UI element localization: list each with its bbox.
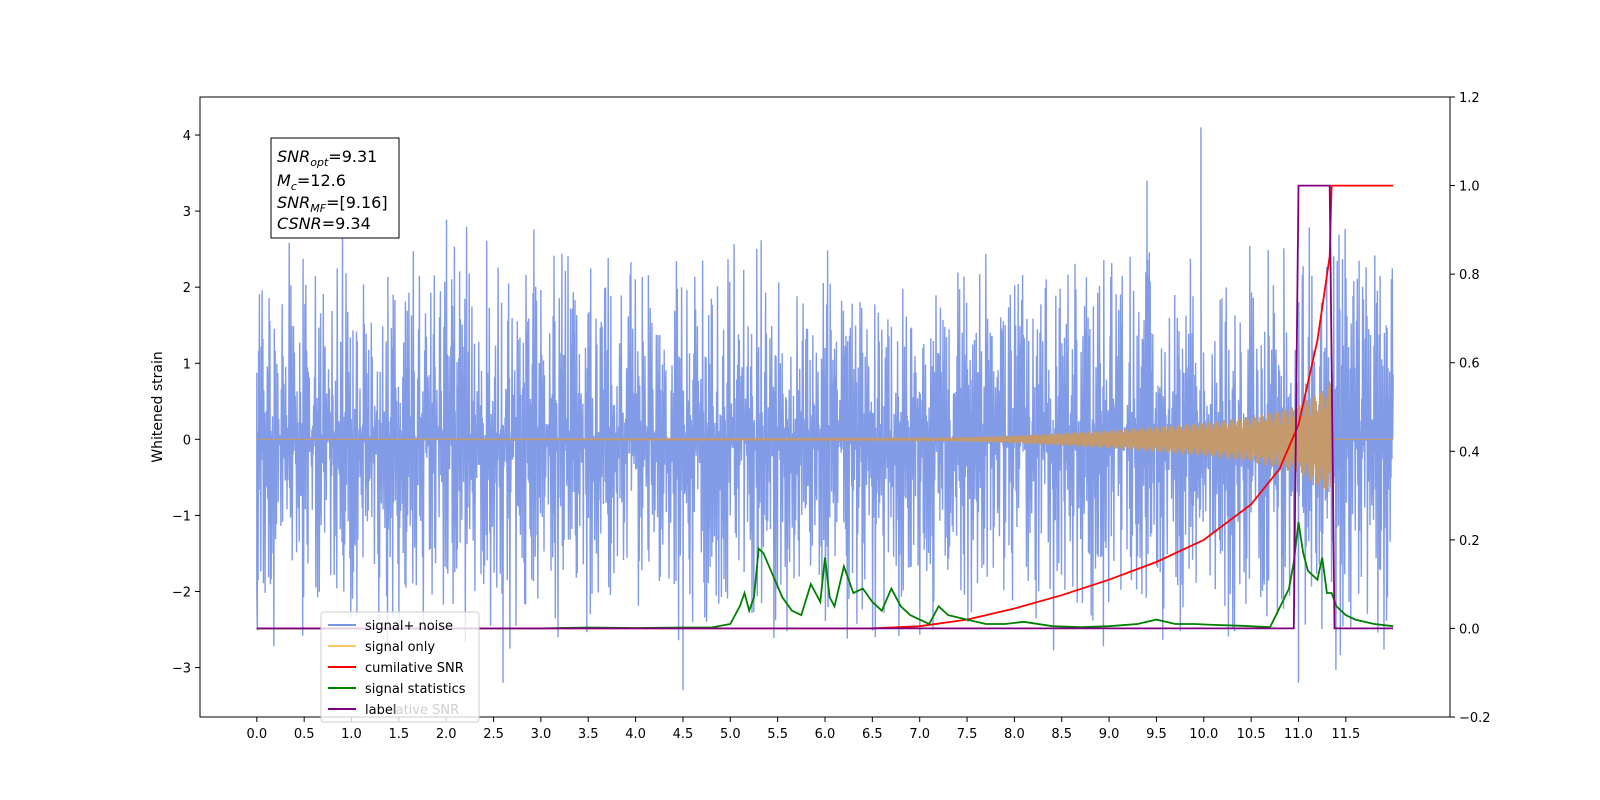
legend-overlap-text: lative SNR	[392, 703, 459, 718]
legend-label: signal statistics	[365, 682, 466, 697]
x-tick-label: 2.0	[436, 727, 457, 742]
legend-label: signal+ noise	[365, 619, 453, 634]
x-tick-label: 11.5	[1331, 727, 1360, 742]
x-axis-ticks: 0.0 0.5 1.0 1.5 2.0 2.5 3.0 3.5 4.0 4.5 5.0 5.5 6.0 6…	[246, 717, 1360, 742]
series-line-label	[256, 184, 1394, 630]
y-tick-label-left: 1	[183, 357, 191, 372]
legend-label: signal only	[365, 640, 435, 655]
legend-frame	[320, 611, 480, 723]
y-tick-label-right: 0.2	[1459, 534, 1480, 549]
y-tick-label-right: 0.4	[1459, 445, 1480, 460]
x-tick-label: 5.0	[720, 727, 741, 742]
y-tick-label-left: 0	[183, 433, 191, 448]
x-tick-label: 3.5	[578, 727, 599, 742]
snr-mf-text: SNRMF=[9.16]	[277, 193, 388, 215]
x-tick-label: 4.5	[673, 727, 694, 742]
x-tick-label: 10.0	[1189, 727, 1218, 742]
y-tick-label-right: 1.0	[1459, 180, 1480, 195]
y-tick-label-left: −1	[172, 509, 191, 524]
y-tick-label-left: 2	[183, 281, 191, 296]
x-tick-label: 0.5	[294, 727, 315, 742]
csnr-text: CSNR=9.34	[277, 214, 371, 233]
x-tick-label: 6.5	[862, 727, 883, 742]
x-tick-label: 0.0	[246, 727, 267, 742]
x-tick-label: 7.0	[909, 727, 930, 742]
x-tick-label: 11.0	[1284, 727, 1313, 742]
x-tick-label: 4.0	[625, 727, 646, 742]
legend: signal+ noise signal only cumilative SNR si…	[320, 611, 480, 723]
series-line-signal-noise	[256, 127, 1394, 691]
y-tick-label-left: −2	[172, 585, 191, 600]
y-tick-label-right: −0.2	[1459, 711, 1491, 726]
x-tick-label: 9.0	[1099, 727, 1120, 742]
x-tick-label: 8.0	[1004, 727, 1025, 742]
y-tick-label-right: 1.2	[1459, 91, 1480, 106]
annotation-box: SNRopt=9.31 Mc=12.6 SNRMF=[9.16] CSNR=9.…	[270, 137, 400, 239]
snr-opt-text: SNRopt=9.31	[277, 147, 377, 169]
x-tick-label: 6.0	[815, 727, 836, 742]
y-tick-label-left: 4	[183, 129, 191, 144]
plot-area	[256, 127, 1394, 691]
legend-label: label	[365, 703, 396, 718]
x-tick-label: 8.5	[1051, 727, 1072, 742]
y-axis-label: Whitened strain	[150, 351, 166, 462]
x-tick-label: 5.5	[767, 727, 788, 742]
series-line-signal-statistics	[256, 521, 1394, 630]
y-tick-label-right: 0.6	[1459, 357, 1480, 372]
y-tick-label-left: 3	[183, 205, 191, 220]
legend-label: cumilative SNR	[365, 661, 464, 676]
left-y-axis-ticks: −3 −2 −1 0 1 2 3 4	[172, 129, 200, 677]
x-tick-label: 9.5	[1146, 727, 1167, 742]
x-tick-label: 7.5	[957, 727, 978, 742]
series-line-signal-only	[256, 382, 1394, 492]
right-y-axis-ticks: −0.2 0.0 0.2 0.4 0.6 0.8 1.0 1.2	[1450, 91, 1491, 726]
x-tick-label: 3.0	[531, 727, 552, 742]
x-tick-label: 2.5	[483, 727, 504, 742]
y-tick-label-right: 0.0	[1459, 622, 1480, 637]
x-tick-label: 1.5	[389, 727, 410, 742]
chirp-mass-text: Mc=12.6	[277, 171, 346, 193]
y-tick-label-right: 0.8	[1459, 268, 1480, 283]
x-tick-label: 1.0	[341, 727, 362, 742]
y-tick-label-left: −3	[172, 662, 191, 677]
x-tick-label: 10.5	[1237, 727, 1266, 742]
